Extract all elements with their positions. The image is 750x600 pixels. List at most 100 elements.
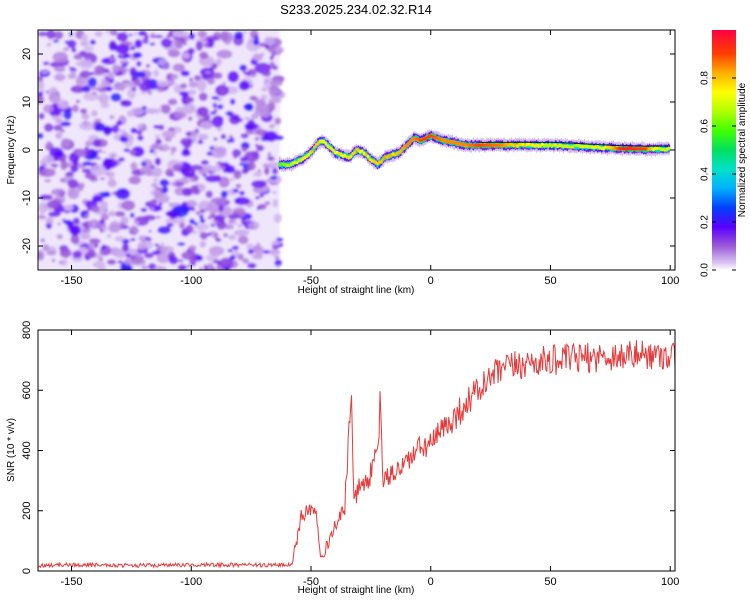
noise-blob [124,30,128,33]
noise-blob [214,146,227,154]
noise-blob [166,223,174,228]
noise-blob [121,200,136,211]
noise-blob [153,69,160,77]
noise-blob [38,132,44,139]
noise-blob [247,249,255,255]
noise-blob [47,199,61,209]
noise-blob [211,96,220,100]
noise-blob [180,83,188,90]
noise-blob [197,139,204,145]
noise-blob [85,252,95,259]
noise-blob [193,221,199,226]
noise-blob [199,267,203,270]
noise-blob [60,121,72,127]
noise-blob [220,31,229,42]
noise-blob [230,137,235,144]
snr-y-tick-label: 400 [21,441,33,459]
ridge-cell [307,153,311,157]
spectrogram-y-axis: 20 10 0 -10 -20 [21,48,675,254]
noise-blob [252,172,263,177]
noise-blob [213,137,218,141]
noise-blob [117,201,124,210]
noise-blob [130,162,138,171]
noise-blob [227,70,240,83]
spectrogram-y-tick-label: -10 [21,190,33,206]
noise-blob [102,125,112,135]
noise-blob [189,256,197,267]
noise-blob [268,97,282,104]
noise-blob [205,42,210,45]
noise-blob [217,161,222,165]
noise-blob [144,34,149,39]
noise-blob [180,137,193,146]
noise-blob [218,205,225,212]
spectrogram-x-tick-label: -100 [180,275,202,287]
noise-blob [266,156,275,161]
noise-blob [142,214,157,221]
noise-blob [217,85,227,96]
noise-blob [222,81,227,85]
ridge-cell [353,150,356,155]
noise-blob [82,85,91,93]
noise-blob [173,83,182,94]
noise-blob [239,162,245,166]
noise-blob [188,81,199,88]
noise-blob [156,216,161,219]
ridge-cell [324,141,328,146]
noise-blob [138,234,146,242]
noise-blob [225,110,234,117]
noise-blob [72,217,80,225]
noise-blob [197,231,202,233]
noise-blob [207,77,216,85]
noise-blob [260,94,268,101]
noise-blob [145,63,151,68]
noise-blob [63,204,75,211]
noise-blob [121,242,130,252]
noise-blob [188,32,196,40]
colorbar-tick-label: 0.0 [700,263,711,277]
noise-blob [130,237,136,242]
noise-blob [114,211,126,217]
noise-blob [198,92,208,102]
noise-blob [184,168,195,178]
noise-blob [162,63,170,70]
noise-blob [75,76,84,87]
noise-blob [173,111,187,119]
noise-blob [209,145,215,151]
noise-blob [138,30,148,37]
noise-blob [168,256,179,265]
ridge-cell [366,154,370,159]
noise-blob [269,55,274,61]
noise-blob [180,70,190,77]
noise-blob [199,121,214,130]
noise-blob [63,46,70,52]
noise-blob [267,152,272,157]
noise-blob [218,176,230,188]
colorbar-tick-label: 0.6 [700,119,711,133]
noise-blob [186,264,191,268]
noise-blob [169,151,175,156]
noise-blob [53,166,57,170]
noise-blob [182,148,190,155]
noise-blob [38,214,46,220]
noise-blob [100,102,110,109]
noise-blob [57,222,61,226]
noise-blob [54,73,66,82]
noise-blob [90,72,94,76]
noise-blob [154,191,160,197]
noise-blob [263,77,276,89]
noise-blob [198,169,207,175]
noise-blob [205,190,213,199]
ridge-cell [381,157,385,161]
noise-blob [89,86,98,91]
noise-blob [269,175,278,180]
noise-blob [117,259,123,264]
ridge-cell [332,148,335,153]
noise-blob [189,77,193,82]
noise-blob [63,108,73,120]
noise-blob [97,87,108,93]
noise-blob [216,218,226,231]
noise-blob [115,187,131,200]
noise-blob [68,66,74,70]
